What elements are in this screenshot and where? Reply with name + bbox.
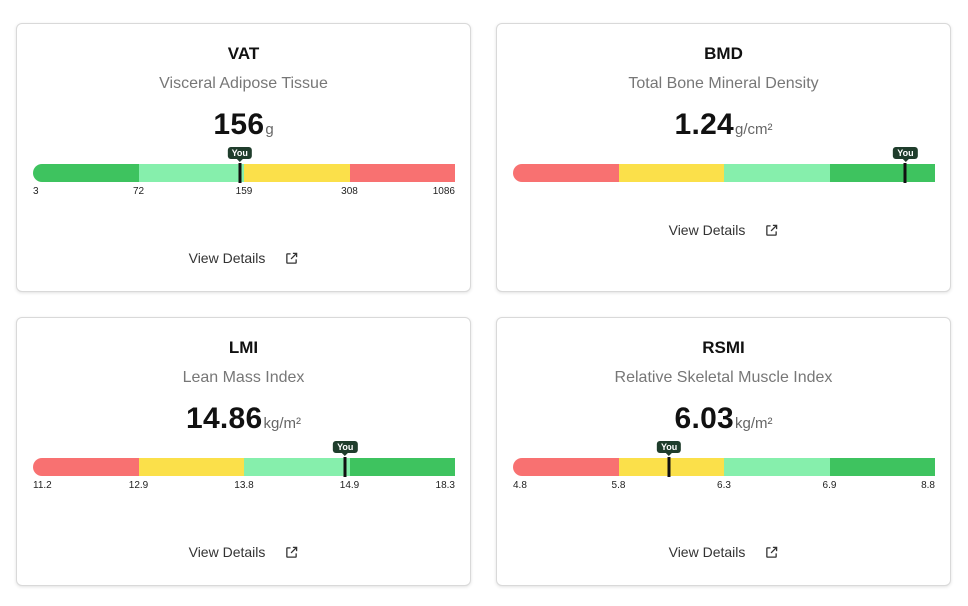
you-marker bbox=[343, 457, 347, 477]
range-segment bbox=[724, 164, 830, 182]
tick-label: 6.3 bbox=[717, 480, 731, 491]
card-subtitle: Lean Mass Index bbox=[182, 369, 305, 386]
tick-label: 72 bbox=[132, 186, 145, 197]
metric-card-bmd: BMD Total Bone Mineral Density 1.24g/cm²… bbox=[496, 23, 951, 292]
you-badge: You bbox=[893, 147, 918, 159]
value-unit: kg/m² bbox=[735, 415, 773, 432]
value-number: 6.03 bbox=[674, 402, 735, 435]
you-badge: You bbox=[656, 441, 682, 453]
range-ticks: 3 72 159 308 1086 bbox=[33, 186, 455, 200]
value-unit: g bbox=[265, 121, 274, 138]
range-bar: You bbox=[513, 147, 935, 183]
range-segment bbox=[244, 164, 350, 182]
view-details-link[interactable]: View Details bbox=[497, 544, 950, 560]
tick-label: 1086 bbox=[432, 186, 455, 197]
external-link-icon bbox=[286, 252, 298, 264]
value-number: 14.86 bbox=[185, 402, 263, 435]
range-segment bbox=[618, 164, 724, 182]
you-marker bbox=[238, 163, 242, 183]
range-segment bbox=[138, 458, 244, 476]
range-segment bbox=[513, 458, 619, 476]
range-ticks: 4.8 5.8 6.3 6.9 8.8 bbox=[513, 480, 935, 494]
range-bar: You bbox=[33, 147, 455, 183]
view-details-link[interactable]: View Details bbox=[497, 222, 950, 238]
view-details-label: View Details bbox=[668, 544, 746, 560]
range-segment bbox=[618, 458, 724, 476]
tick-label: 5.8 bbox=[611, 480, 626, 491]
range-bar: You bbox=[33, 441, 455, 477]
view-details-label: View Details bbox=[188, 250, 266, 266]
tick-label: 3 bbox=[33, 186, 39, 197]
metric-value: 6.03kg/m² bbox=[497, 402, 950, 436]
card-subtitle: Visceral Adipose Tissue bbox=[159, 75, 328, 92]
metric-card-lmi: LMI Lean Mass Index 14.86kg/m² You 11.2 … bbox=[16, 317, 471, 586]
tick-label: 12.9 bbox=[128, 480, 149, 491]
view-details-label: View Details bbox=[668, 222, 746, 238]
tick-label: 11.2 bbox=[33, 480, 52, 491]
card-title: VAT bbox=[227, 44, 260, 63]
metric-card-rsmi: RSMI Relative Skeletal Muscle Index 6.03… bbox=[496, 317, 951, 586]
tick-label: 308 bbox=[341, 186, 358, 197]
metric-value: 1.24g/cm² bbox=[497, 108, 950, 142]
tick-label: 4.8 bbox=[513, 480, 527, 491]
range-bar: You bbox=[513, 441, 935, 477]
range-segment bbox=[33, 458, 139, 476]
metric-value: 14.86kg/m² bbox=[17, 402, 470, 436]
metric-card-vat: VAT Visceral Adipose Tissue 156g You 3 7… bbox=[16, 23, 471, 292]
metric-value: 156g bbox=[17, 108, 470, 142]
range-ticks: 11.2 12.9 13.8 14.9 18.3 bbox=[33, 480, 455, 494]
value-number: 156 bbox=[213, 108, 265, 141]
view-details-link[interactable]: View Details bbox=[17, 250, 470, 266]
tick-label: 8.8 bbox=[921, 480, 935, 491]
tick-label: 159 bbox=[235, 186, 253, 197]
tick-label: 6.9 bbox=[822, 480, 837, 491]
range-segment bbox=[829, 458, 935, 476]
value-number: 1.24 bbox=[674, 108, 735, 141]
view-details-label: View Details bbox=[188, 544, 266, 560]
you-badge: You bbox=[333, 441, 358, 453]
range-segment bbox=[829, 164, 935, 182]
you-badge: You bbox=[227, 147, 252, 159]
external-link-icon bbox=[766, 546, 778, 558]
card-title: RSMI bbox=[702, 338, 745, 357]
range-segment bbox=[513, 164, 619, 182]
you-marker bbox=[903, 163, 907, 183]
you-marker bbox=[667, 457, 671, 477]
tick-label: 14.9 bbox=[339, 480, 360, 491]
card-title: LMI bbox=[228, 338, 259, 357]
value-unit: kg/m² bbox=[263, 415, 302, 432]
range-segment bbox=[349, 458, 455, 476]
value-unit: g/cm² bbox=[735, 121, 773, 138]
view-details-link[interactable]: View Details bbox=[17, 544, 470, 560]
card-title: BMD bbox=[704, 44, 743, 63]
tick-label: 18.3 bbox=[435, 480, 455, 491]
range-segment bbox=[244, 458, 350, 476]
external-link-icon bbox=[286, 546, 298, 558]
tick-label: 13.8 bbox=[234, 480, 254, 491]
range-segment bbox=[349, 164, 455, 182]
card-subtitle: Relative Skeletal Muscle Index bbox=[614, 369, 833, 386]
range-segment bbox=[724, 458, 830, 476]
range-segment bbox=[138, 164, 244, 182]
card-subtitle: Total Bone Mineral Density bbox=[628, 75, 819, 92]
external-link-icon bbox=[766, 224, 778, 236]
range-segment bbox=[33, 164, 139, 182]
